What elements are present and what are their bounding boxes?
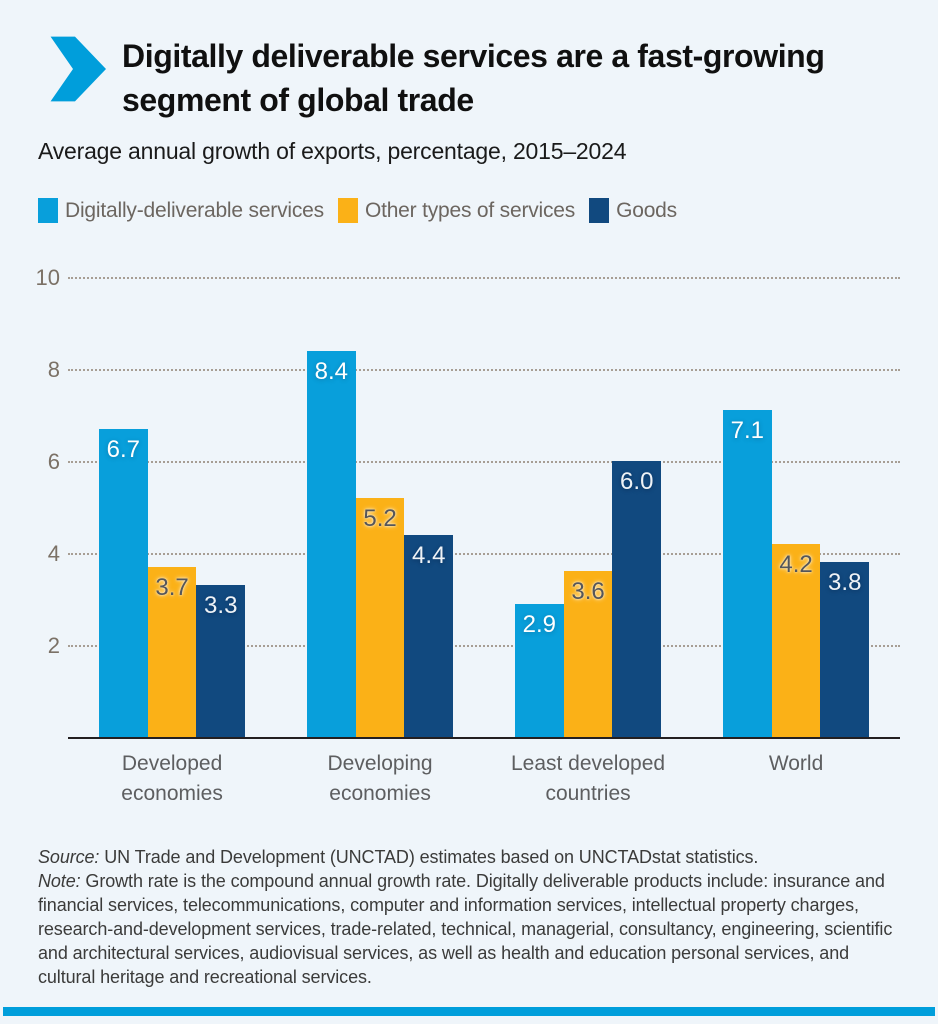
bar-value-label: 7.1 xyxy=(730,417,765,445)
bar-value-label: 8.4 xyxy=(314,357,349,385)
legend-swatch-icon xyxy=(589,198,610,223)
bar-least-developed-countries-series-0: 2.9 xyxy=(515,603,564,737)
note-label: Note: xyxy=(38,871,81,891)
chevron-right-icon xyxy=(50,36,106,102)
gridline-y-2: 2 xyxy=(48,633,900,658)
legend-label: Digitally-deliverable services xyxy=(65,198,324,222)
chart-legend: Digitally-deliverable services Other typ… xyxy=(38,198,677,223)
bar-value-label: 6.0 xyxy=(620,468,654,495)
source-text: UN Trade and Development (UNCTAD) estima… xyxy=(99,847,759,867)
bar-value-label: 4.2 xyxy=(779,550,813,578)
legend-item-digitally-deliverable-services: Digitally-deliverable services xyxy=(38,198,324,223)
x-axis-category-least-developed-countries: Least developed countries xyxy=(510,752,666,805)
legend-item-other-types-of-services: Other types of services xyxy=(337,198,576,223)
bar-value-label: 2.9 xyxy=(522,610,557,638)
y-axis-tick-8: 8 xyxy=(47,357,60,382)
source-note-text: Source: UN Trade and Development (UNCTAD… xyxy=(38,845,904,989)
x-axis-category-world: World xyxy=(768,752,824,775)
bar-developing-economies-series-1: 5.2 xyxy=(355,497,405,737)
bar-value-label: 3.3 xyxy=(204,592,238,620)
chart-subtitle: Average annual growth of exports, percen… xyxy=(38,138,627,164)
legend-swatch-icon xyxy=(38,198,58,223)
gridline-y-4: 4 xyxy=(48,541,900,566)
bar-least-developed-countries-series-1: 3.6 xyxy=(563,571,613,737)
bar-value-label: 4.4 xyxy=(412,541,446,569)
legend-item-goods: Goods xyxy=(589,198,677,223)
bar-world-series-1: 4.2 xyxy=(771,543,821,737)
y-axis-tick-10: 10 xyxy=(35,265,60,290)
bar-developing-economies-series-2: 4.4 xyxy=(404,534,454,737)
y-axis-tick-2: 2 xyxy=(47,633,60,658)
x-axis-category-developed-economies: Developed economies xyxy=(121,752,223,805)
bar-value-label: 3.8 xyxy=(828,569,862,597)
y-axis-tick-6: 6 xyxy=(47,449,60,474)
bar-value-label: 5.2 xyxy=(363,504,397,532)
bar-developed-economies-series-0: 6.7 xyxy=(99,428,148,737)
note-text: Growth rate is the compound annual growt… xyxy=(38,871,893,987)
bar-world-series-0: 7.1 xyxy=(723,410,772,737)
bar-value-label: 3.7 xyxy=(155,573,189,601)
x-axis-line xyxy=(68,737,900,739)
bar-value-label: 6.7 xyxy=(106,435,141,463)
gridline-y-10: 10 xyxy=(36,265,900,290)
bar-world-series-2: 3.8 xyxy=(820,562,870,737)
legend-label: Other types of services xyxy=(364,198,576,222)
bar-value-label: 3.6 xyxy=(571,578,605,606)
source-label: Source: xyxy=(38,847,100,867)
gridline-y-8: 8 xyxy=(48,357,900,382)
y-axis-tick-4: 4 xyxy=(47,541,60,566)
bar-developing-economies-series-0: 8.4 xyxy=(307,350,356,737)
bottom-accent-bar xyxy=(3,1007,935,1016)
bar-least-developed-countries-series-2: 6.0 xyxy=(612,461,662,737)
chart-title-line2: segment of global trade xyxy=(122,82,474,118)
bar-chart-plot-area: 2 4 6 8 10 6.7 3.7 3.3 Developed economies 8.4 5.2… xyxy=(36,265,900,805)
legend-label: Goods xyxy=(616,198,677,222)
chart-title-line1: Digitally deliverable services are a fas… xyxy=(122,38,825,74)
legend-swatch-icon xyxy=(337,198,358,223)
bar-developed-economies-series-1: 3.7 xyxy=(147,566,197,737)
gridline-y-6: 6 xyxy=(48,449,900,474)
x-axis-category-developing-economies: Developing economies xyxy=(327,752,433,805)
chart-title: Digitally deliverable services are a fas… xyxy=(122,34,912,122)
bar-developed-economies-series-2: 3.3 xyxy=(196,585,246,737)
